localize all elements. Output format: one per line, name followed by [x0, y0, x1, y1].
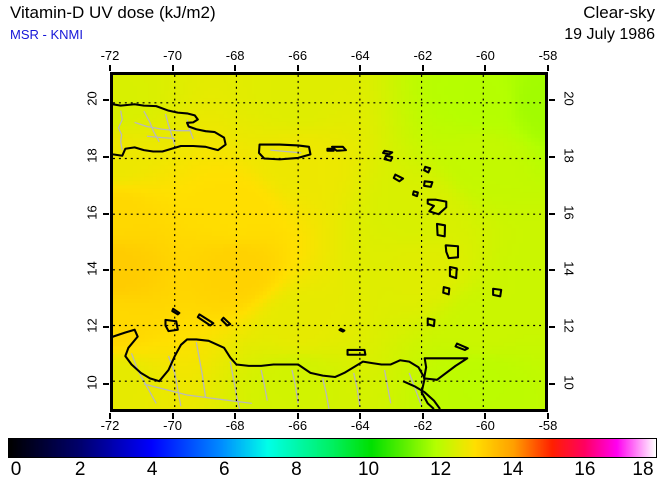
x-tick-label-bottom: -60 [476, 418, 495, 433]
x-tick-top [296, 65, 299, 71]
y-tick-left [103, 212, 109, 215]
y-tick-label-left: 10 [84, 374, 100, 390]
y-tick-left [103, 382, 109, 385]
x-tick-label-bottom: -62 [413, 418, 433, 433]
y-tick-left [103, 99, 109, 102]
y-tick-left [103, 269, 109, 272]
y-tick-right [549, 382, 555, 385]
colorbar-tick-label: 16 [574, 459, 596, 480]
x-tick-label-top: -64 [350, 48, 370, 63]
date-label: 19 July 1986 [564, 26, 655, 43]
y-tick-left [103, 326, 109, 328]
x-tick-top [421, 65, 424, 71]
x-tick-top [547, 65, 549, 71]
map-plot [110, 72, 548, 412]
x-tick-label-bottom: -70 [163, 418, 182, 433]
colorbar-tick-label: 10 [357, 459, 380, 480]
x-tick-top [234, 65, 237, 71]
plot-frame [110, 72, 548, 412]
y-tick-label-right: 14 [561, 261, 577, 277]
x-tick-bottom [234, 413, 237, 419]
page-title: Vitamin-D UV dose (kJ/m2) [10, 3, 216, 22]
y-tick-right [549, 326, 555, 328]
x-tick-top [484, 65, 487, 71]
x-tick-top [359, 65, 362, 71]
x-tick-label-top: -60 [476, 48, 495, 63]
x-tick-top [109, 65, 111, 71]
x-tick-label-bottom: -68 [225, 418, 245, 433]
x-tick-bottom [547, 413, 549, 419]
y-tick-label-right: 18 [561, 148, 577, 163]
y-tick-right [549, 212, 555, 215]
x-tick-label-bottom: -58 [538, 418, 558, 433]
colorbar-tick-label: 14 [502, 459, 524, 480]
x-tick-label-bottom: -64 [350, 418, 370, 433]
y-tick-label-left: 14 [84, 261, 100, 277]
y-tick-right [549, 269, 555, 272]
chart-header: Vitamin-D UV dose (kJ/m2) MSR - KNMI Cle… [0, 0, 665, 56]
colorbar-tick-label: 8 [291, 459, 302, 480]
colorbar-tick-label: 0 [10, 459, 22, 480]
y-tick-left [103, 156, 109, 158]
x-tick-label-top: -66 [288, 48, 308, 63]
x-tick-label-top: -68 [225, 48, 245, 63]
y-tick-label-left: 12 [84, 318, 100, 333]
y-tick-label-left: 16 [84, 204, 100, 220]
source-attribution: MSR - KNMI [10, 27, 83, 42]
y-tick-label-left: 20 [84, 91, 100, 107]
x-tick-bottom [296, 413, 299, 419]
colorbar-tick-label: 4 [146, 459, 158, 480]
colorbar [8, 438, 657, 458]
y-tick-label-right: 10 [561, 374, 577, 390]
y-tick-label-right: 12 [561, 318, 577, 333]
y-tick-label-right: 20 [561, 91, 577, 107]
x-tick-bottom [171, 413, 174, 419]
x-tick-label-top: -62 [413, 48, 433, 63]
colorbar-tick-label: 2 [74, 459, 86, 480]
y-tick-label-left: 18 [84, 148, 100, 163]
x-tick-label-top: -72 [100, 48, 120, 63]
y-tick-label-right: 16 [561, 204, 577, 220]
x-tick-top [171, 65, 174, 71]
colorbar-gradient [8, 438, 657, 458]
coastline-overlay [113, 103, 503, 409]
colorbar-tick-label: 18 [632, 459, 654, 480]
x-tick-label-bottom: -66 [288, 418, 308, 433]
colorbar-tick-labels: 0 2 4 6 8 10 12 14 16 18 [0, 459, 665, 480]
x-tick-bottom [359, 413, 362, 419]
y-tick-right [549, 99, 555, 102]
colorbar-tick-label: 12 [430, 459, 452, 480]
x-tick-label-top: -58 [538, 48, 558, 63]
colorbar-tick-label: 6 [219, 459, 230, 480]
sky-condition-label: Clear-sky [583, 3, 655, 22]
x-tick-bottom [109, 413, 111, 419]
x-tick-label-bottom: -72 [100, 418, 120, 433]
y-tick-right [549, 156, 555, 158]
x-tick-bottom [484, 413, 487, 419]
x-tick-bottom [421, 413, 424, 419]
x-tick-label-top: -70 [163, 48, 182, 63]
